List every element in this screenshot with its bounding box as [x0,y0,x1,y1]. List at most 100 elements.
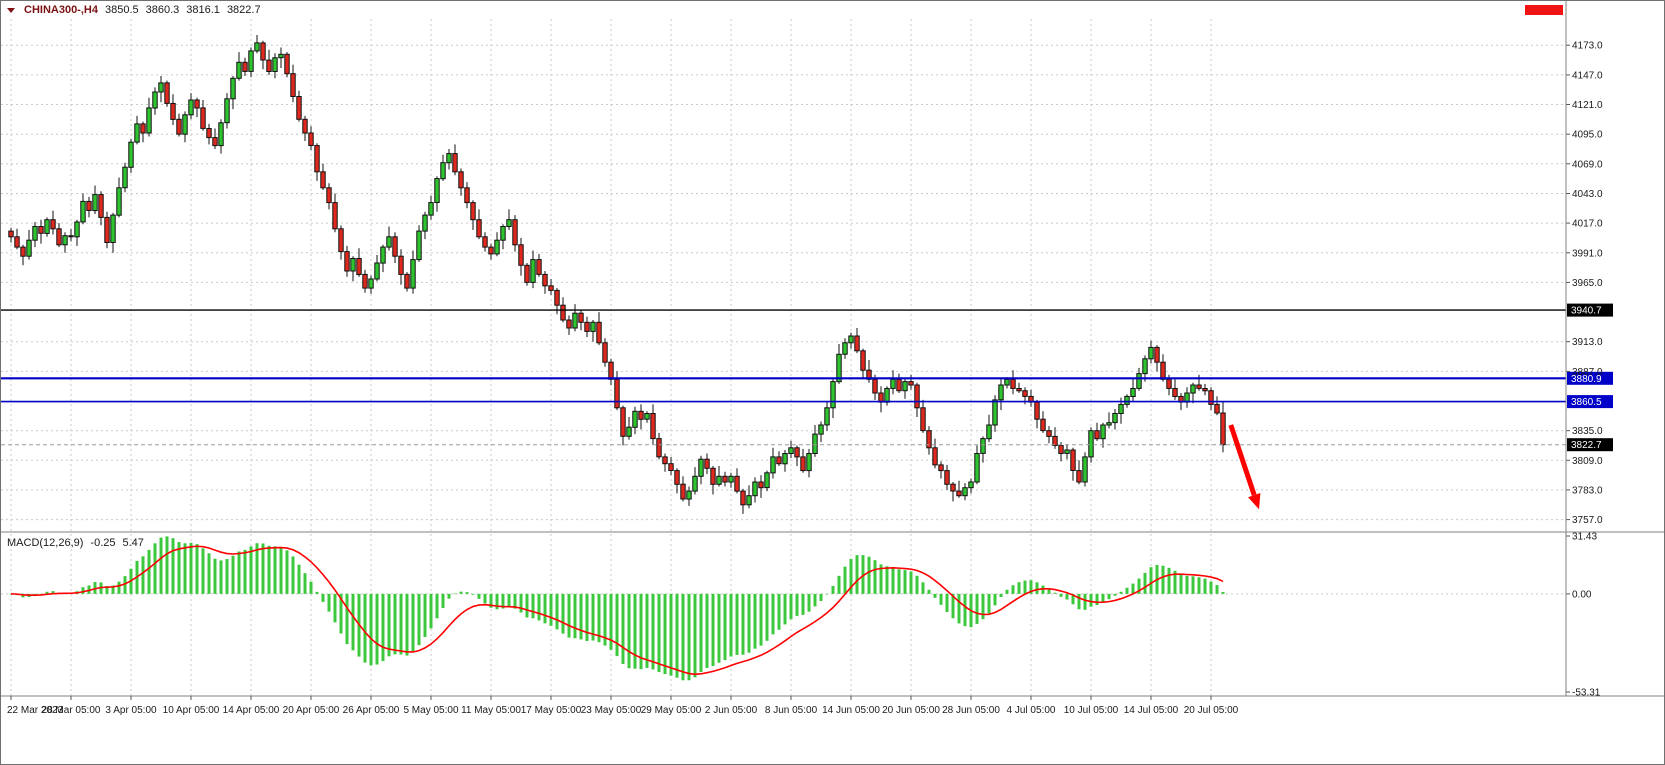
candle-up [782,453,788,465]
candle-down [362,273,368,289]
macd-bar [441,593,445,609]
price-tick-label: 3809.0 [1572,456,1603,467]
macd-bar [117,581,121,594]
price-tick-label: 3991.0 [1572,248,1603,259]
macd-bar [459,591,463,594]
candle-up [32,226,38,241]
macd-bar [915,575,919,594]
candle-down [662,456,668,465]
macd-bar [285,550,289,594]
macd-bar [297,564,301,594]
candle-up [416,230,422,261]
macd-bar [825,593,829,595]
candle-up [506,219,512,227]
price-tick-label: 3757.0 [1572,515,1603,526]
candle-up [692,475,698,492]
macd-bar [369,593,373,666]
candle-up [626,426,632,437]
macd-bar [1041,585,1045,594]
candle-up [1100,424,1106,440]
macd-bar [687,593,691,681]
macd-bar [423,593,427,637]
price-tick-label: 4121.0 [1572,100,1603,111]
candle-up [350,258,356,272]
price-axis[interactable]: 4173.0 4147.0 4121.0 4095.0 4069.0 4043.0 4017… [1566,41,1603,526]
candle-down [1016,388,1022,392]
macd-bar [849,558,853,594]
candle-up [434,178,440,204]
macd-bar [213,558,217,594]
macd-bar [1215,585,1219,594]
candle-down [878,392,884,403]
macd-bar [1209,581,1213,594]
candle-down [1022,390,1028,397]
candle-up [272,57,278,72]
candle-up [1088,430,1094,458]
trend-arrow-shaft[interactable] [1228,424,1257,496]
candle-up [494,239,500,255]
candle-down [854,335,860,352]
trend-arrow-head[interactable] [1248,493,1261,510]
macd-bar [657,593,661,673]
candle-up [836,353,842,383]
candle-down [344,251,350,272]
macd-bar [513,593,517,609]
candle-up [1190,384,1196,394]
candle-up [728,475,734,483]
macd-bar [261,543,265,594]
macd-bar [273,546,277,594]
candle-down [404,273,410,289]
candle-down [1040,418,1046,432]
candle-down [614,378,620,409]
macd-bar [783,593,787,625]
macd-bar [255,543,259,594]
macd-scale[interactable]: 31.43 0.00 -53.31 [1566,532,1601,699]
macd-bar [231,555,235,594]
candle-down [1154,346,1160,363]
macd-bar [21,593,25,598]
candle-down [542,273,548,287]
macd-bar [819,593,823,601]
candle-up [248,50,254,72]
time-axis-label: 14 Jun 05:00 [822,705,880,716]
macd-bar [837,575,841,594]
candle-up [1130,388,1136,397]
candle-up [218,122,224,147]
symbol-dropdown-icon[interactable] [7,8,15,13]
macd-bar [627,593,631,669]
candle-down [650,413,656,440]
candle-down [608,361,614,380]
candle-down [872,378,878,394]
candle-up [746,495,752,506]
macd-bar [957,593,961,624]
candle-down [164,82,170,104]
candle-down [38,226,44,234]
time-axis-label: 23 May 05:00 [581,705,642,716]
candle-up [962,487,968,497]
macd-bar [93,581,97,594]
candle-down [1172,388,1178,397]
candle-down [200,107,206,129]
candle-up [890,378,896,389]
macd-bar [621,593,625,665]
macd-current-value: -0.25 [90,537,116,549]
macd-bar [165,536,169,594]
candle-up [698,458,704,477]
candle-up [1118,403,1124,414]
macd-bar [1005,589,1009,594]
time-axis-label: 26 Apr 05:00 [343,705,400,716]
price-tick-label: 4017.0 [1572,219,1603,230]
candle-down [908,381,914,386]
macd-bar [159,537,163,594]
candle-down [56,228,62,246]
candle-down [302,118,308,134]
candle-down [1202,388,1208,392]
macd-bar [399,593,403,655]
candle-up [1112,413,1118,424]
candle-up [632,410,638,428]
candle-down [638,410,644,420]
candle-up [134,123,140,143]
candle-up [530,259,536,283]
